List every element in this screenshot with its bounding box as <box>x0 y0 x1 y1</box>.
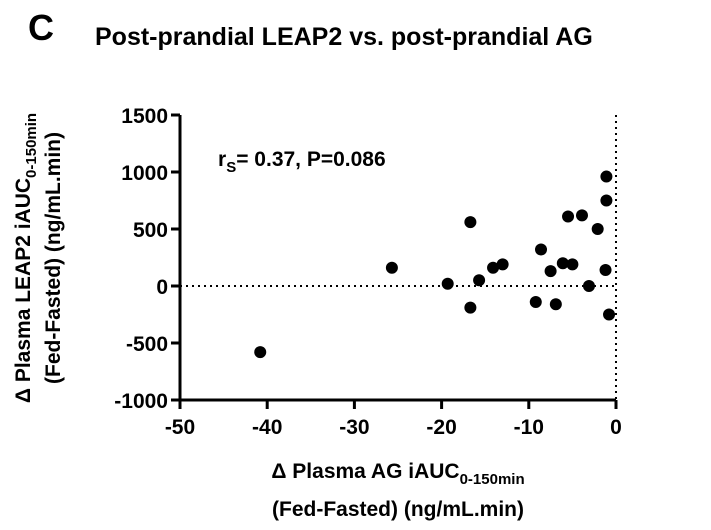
annotation: rS= 0.37, P=0.086 <box>218 148 386 176</box>
x-tick-label: -10 <box>514 416 544 439</box>
point <box>385 261 398 274</box>
x-tick-label: -20 <box>426 416 456 439</box>
point <box>566 258 579 271</box>
annotation-rest: = 0.37, P=0.086 <box>236 148 385 171</box>
y-tick-label: 0 <box>156 276 168 299</box>
point <box>556 257 569 270</box>
point <box>603 308 616 321</box>
y-tick-label: 1000 <box>121 162 168 185</box>
x-tick-label: -50 <box>165 416 195 439</box>
x-axis-label-line2: (Fed-Fasted) (ng/mL.min) <box>272 498 524 521</box>
y-tick-label: 500 <box>133 219 168 242</box>
point <box>582 280 595 292</box>
point <box>529 295 542 308</box>
x-axis-label: Δ Plasma AG iAUC0-150min <box>271 460 524 488</box>
point <box>600 194 613 207</box>
point <box>599 264 612 277</box>
point <box>487 261 500 274</box>
annotation-text: r <box>218 148 226 171</box>
y-axis-label-line2: (Fed-Fasted) (ng/mL.min) <box>42 132 65 384</box>
x-label-subscript: 0-150min <box>460 471 525 488</box>
point <box>575 209 588 222</box>
chart-title: Post-prandial LEAP2 vs. post-prandial AG <box>95 23 593 51</box>
point <box>535 243 548 256</box>
point <box>544 265 557 278</box>
y-tick-label: 1500 <box>121 105 168 128</box>
y-tick-label: -1000 <box>114 390 168 413</box>
point <box>562 210 575 223</box>
y-axis-label: Δ Plasma LEAP2 iAUC0-150min <box>12 113 40 403</box>
point <box>473 274 486 287</box>
point <box>254 346 267 359</box>
annotation-subscript: S <box>226 159 236 176</box>
y-label-subscript: 0-150min <box>23 113 40 178</box>
x-tick-label: -30 <box>339 416 369 439</box>
point <box>464 301 477 314</box>
point <box>496 258 509 271</box>
x-label-text: Δ Plasma AG iAUC <box>271 460 459 483</box>
point <box>441 277 454 290</box>
y-tick-label: -500 <box>126 333 168 356</box>
y-label-text: Δ Plasma LEAP2 iAUC <box>12 178 35 403</box>
panel-label: C <box>28 7 54 48</box>
x-tick-label: 0 <box>610 416 622 439</box>
point <box>549 298 562 311</box>
point <box>464 216 477 229</box>
point <box>600 170 613 183</box>
point <box>591 223 604 235</box>
x-tick-label: -40 <box>252 416 282 439</box>
